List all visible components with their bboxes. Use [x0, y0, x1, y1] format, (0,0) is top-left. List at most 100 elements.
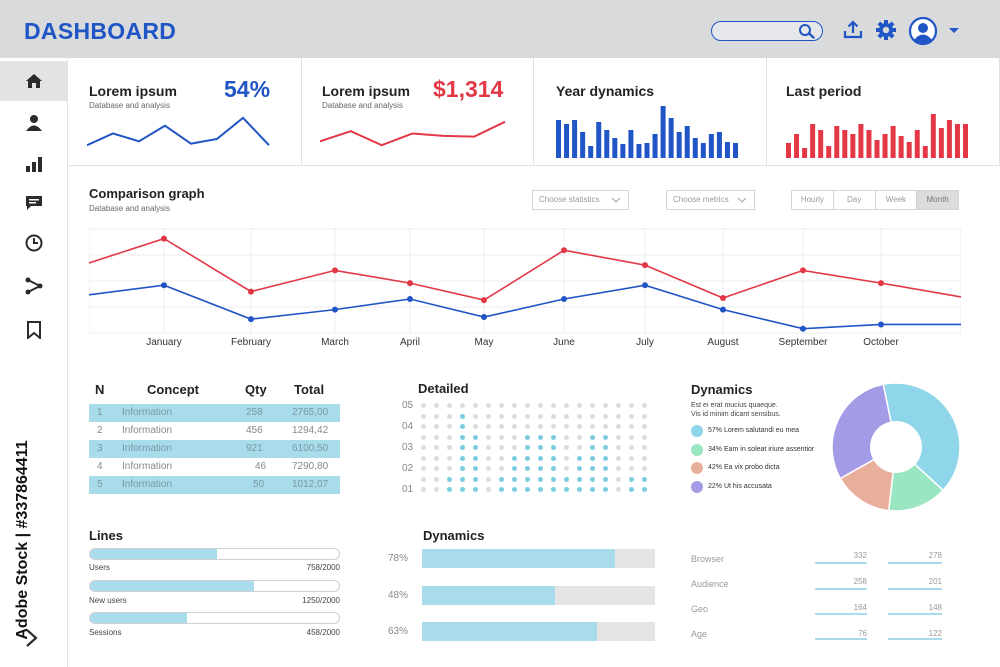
card-subtitle: Database and analysis — [322, 101, 403, 110]
table-row[interactable]: 4 Information 46 7290,80 — [89, 458, 340, 476]
dot — [473, 413, 478, 419]
month-label: July — [636, 337, 654, 348]
progress-users — [89, 548, 340, 560]
search-icon[interactable] — [798, 23, 816, 39]
dot — [499, 424, 504, 429]
bar — [724, 142, 730, 158]
bar — [834, 126, 840, 158]
sidebar-item-messages[interactable] — [0, 183, 68, 223]
dot — [447, 466, 452, 471]
legend-swatch — [691, 481, 703, 493]
dot — [434, 455, 439, 461]
sidebar-item-bookmarks[interactable] — [0, 310, 68, 350]
bar — [660, 106, 666, 158]
dynamics-bar — [422, 549, 655, 568]
dot — [629, 424, 634, 429]
period-week[interactable]: Week — [876, 191, 918, 209]
table-row[interactable]: 5 Information 50 1012,07 — [89, 476, 340, 494]
bar — [620, 144, 626, 158]
dot — [421, 403, 426, 408]
month-label: September — [778, 337, 828, 348]
sparkline-chart — [87, 116, 270, 147]
dot — [473, 434, 478, 440]
dynamics-bar-fill — [422, 586, 555, 605]
bar — [946, 120, 952, 158]
statistics-dropdown[interactable]: Choose statistics — [532, 190, 629, 210]
dot — [421, 455, 426, 461]
cell-n: 1 — [97, 407, 103, 418]
period-month[interactable]: Month — [917, 191, 958, 209]
metrics-dropdown[interactable]: Choose metrics — [666, 190, 755, 210]
stat-line — [815, 588, 867, 590]
bar — [930, 114, 936, 158]
dot — [564, 455, 569, 461]
dot — [564, 466, 569, 471]
sidebar-item-history[interactable] — [0, 223, 68, 263]
bar — [668, 118, 674, 158]
sidebar-item-share[interactable] — [0, 266, 68, 306]
card-subtitle: Database and analysis — [89, 101, 170, 110]
progress-label: New users — [89, 596, 127, 605]
stat-line — [815, 613, 867, 615]
month-label: August — [707, 337, 739, 348]
upload-icon[interactable] — [842, 20, 864, 40]
bar — [963, 124, 968, 158]
dot — [434, 487, 439, 492]
message-icon — [26, 196, 42, 210]
cell-qty: 921 — [246, 443, 263, 454]
dot — [590, 424, 595, 429]
table-row[interactable]: 3 Information 921 6100,50 — [89, 440, 340, 458]
table-row[interactable]: 2 Information 456 1294,42 — [89, 422, 340, 440]
watermark-text: Adobe Stock | #337864411 — [14, 440, 31, 640]
user-avatar-icon[interactable] — [908, 16, 938, 46]
dot — [642, 487, 647, 492]
dynamics-pct: 48% — [388, 590, 409, 601]
data-point — [642, 262, 648, 269]
pie-note: Est ei erat mucius quaeque. — [691, 402, 778, 409]
gear-icon[interactable] — [875, 19, 897, 41]
dot — [421, 466, 426, 471]
progress-value: 1250/2000 — [302, 596, 340, 605]
stat-value-b: 148 — [928, 603, 942, 612]
bar — [882, 134, 888, 158]
card-title: Lorem ipsum — [89, 83, 177, 99]
bar — [922, 146, 928, 158]
chevron-down-icon[interactable] — [948, 27, 960, 35]
bar — [700, 143, 706, 158]
stat-value-b: 122 — [928, 629, 942, 638]
dot — [486, 466, 491, 471]
legend-label: 42% Ea vix probo dicta — [708, 464, 780, 471]
dot — [486, 424, 491, 429]
data-point — [332, 306, 338, 313]
dot — [447, 413, 452, 419]
search-input[interactable] — [711, 21, 823, 41]
bar — [612, 138, 618, 158]
detailed-y-label: 01 — [402, 484, 414, 495]
stat-line — [815, 562, 867, 564]
dot — [590, 476, 595, 482]
sidebar-item-home[interactable] — [0, 61, 68, 101]
cell-n: 4 — [97, 461, 103, 472]
period-hourly[interactable]: Hourly — [792, 191, 834, 209]
data-point — [561, 296, 567, 303]
table-row[interactable]: 1 Information 258 2765,00 — [89, 404, 340, 422]
chevron-down-icon — [737, 197, 747, 203]
bar — [890, 126, 896, 158]
detailed-y-label: 04 — [402, 421, 414, 432]
dot — [551, 455, 556, 461]
sidebar-item-stats[interactable] — [0, 144, 68, 184]
dot — [551, 413, 556, 419]
data-point — [878, 280, 884, 287]
dot — [551, 487, 556, 492]
dot — [434, 424, 439, 429]
sidebar-item-user[interactable] — [0, 103, 68, 143]
dot — [577, 476, 582, 482]
dot — [642, 476, 647, 482]
data-point — [332, 267, 338, 274]
dot — [616, 487, 621, 492]
dot — [434, 445, 439, 450]
dot — [512, 445, 517, 450]
period-day[interactable]: Day — [834, 191, 876, 209]
dot — [447, 403, 452, 408]
expand-arrow-icon[interactable] — [24, 628, 40, 648]
